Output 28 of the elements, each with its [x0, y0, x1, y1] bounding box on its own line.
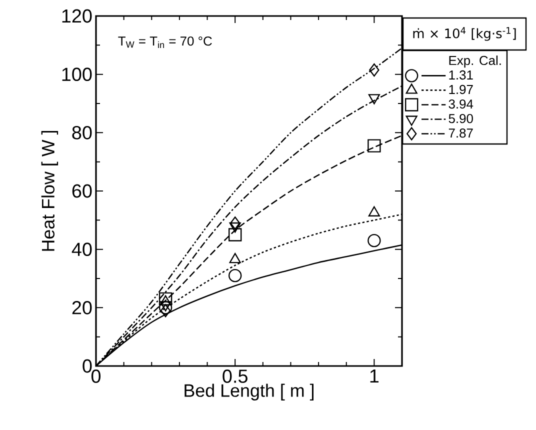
legend-label: 1.97 — [449, 84, 473, 94]
legend-label: 5.90 — [448, 114, 473, 124]
y-tick-label: 20 — [72, 300, 92, 314]
text: Exp. Cal. — [449, 56, 501, 68]
point — [158, 292, 172, 306]
point — [368, 234, 381, 248]
x-axis-title: Bed Length [ m ] — [184, 384, 314, 400]
point — [160, 304, 171, 318]
point — [369, 63, 380, 77]
y-tick-label: 100 — [62, 68, 92, 82]
x-tick-label: 0 — [91, 370, 101, 383]
x-tick-label: 0.5 — [222, 370, 248, 383]
y-tick-label: 40 — [72, 242, 92, 256]
y-axis-title: Heat Flow [ W ] — [41, 131, 58, 251]
y-tick-label: 120 — [62, 9, 92, 23]
y-tick-label: 0 — [82, 359, 92, 373]
legend-label: 3.94 — [448, 99, 474, 109]
y-tick-label: 80 — [72, 126, 92, 140]
y-tick-label: 60 — [72, 184, 92, 198]
legend-label: 1.31 — [449, 70, 473, 80]
x-tick-label: 1 — [370, 370, 379, 383]
legend-label: 7.87 — [448, 128, 473, 138]
point — [228, 228, 242, 242]
point — [230, 216, 240, 230]
point — [368, 139, 381, 152]
point — [228, 268, 242, 282]
legend-title: ṁ × 10$^{4}$ [kg·s$^{-1}$] — [413, 27, 516, 41]
annotation: T$_{W}$ = T$_{in}$ = 70 °C — [118, 36, 212, 48]
